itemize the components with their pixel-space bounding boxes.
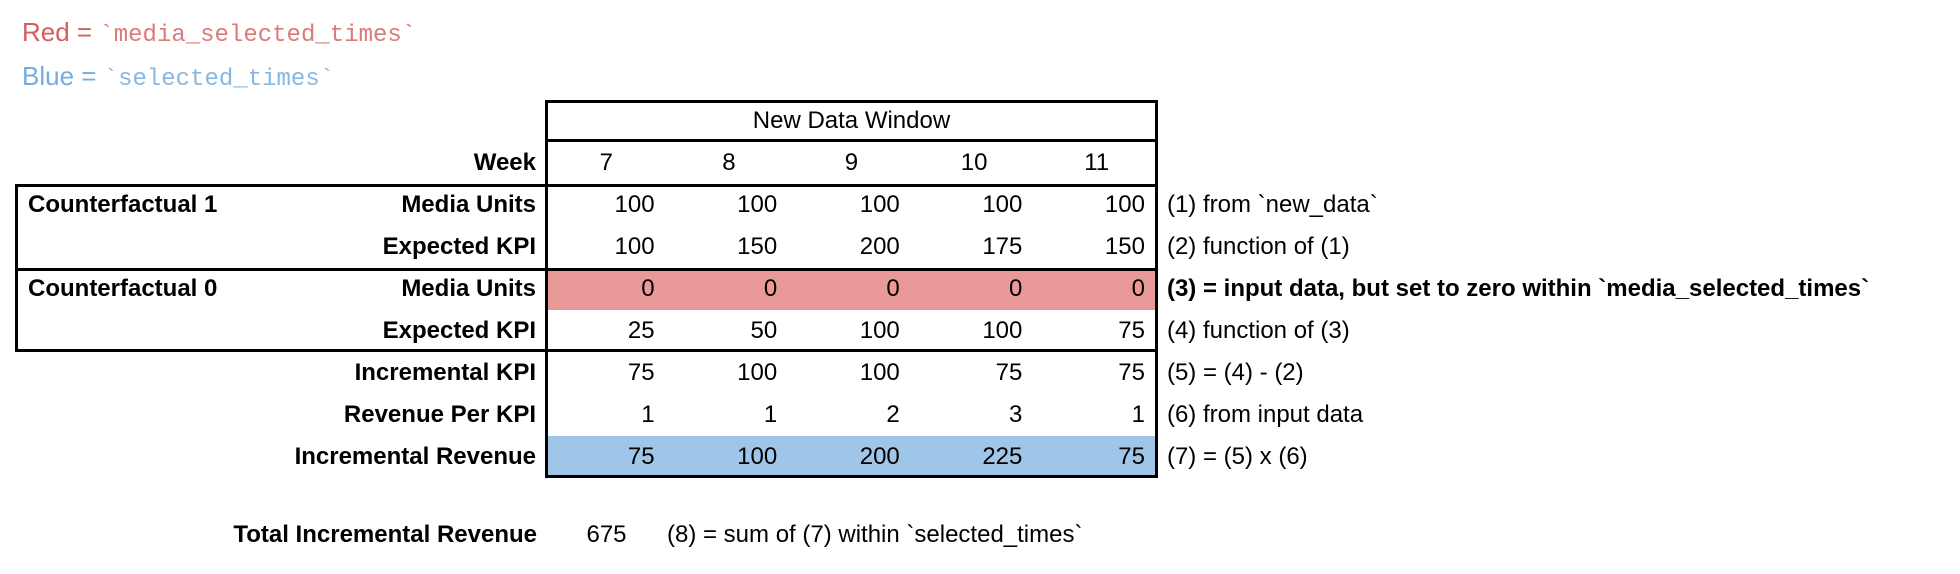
cell: 200 [859,443,900,470]
cell: 150 [737,233,778,260]
cell: 150 [1104,233,1145,260]
cell: 0 [886,275,900,302]
cell: 25 [627,317,655,344]
cell: 100 [614,233,655,260]
legend-blue-label: Blue = [22,61,104,91]
cell: 100 [737,443,778,470]
legend-red-line: Red = `media_selected_times` [22,12,416,56]
cell: 100 [859,191,900,218]
annotation-5: (5) = (4) - (2) [1166,359,1304,386]
cell: 75 [1118,359,1145,386]
cell: 225 [982,443,1023,470]
row-label: Expected KPI [382,317,536,344]
week-8: 8 [722,149,736,176]
cell: 75 [995,359,1023,386]
annotation-8: (8) = sum of (7) within `selected_times` [667,521,1083,548]
row-label: Revenue Per KPI [343,401,536,428]
cell: 75 [627,359,655,386]
cell: 1 [641,401,655,428]
cell: 100 [737,359,778,386]
week-label: Week [473,149,536,176]
cell: 75 [627,443,655,470]
annotation-6: (6) from input data [1166,401,1364,428]
week-10: 10 [960,149,988,176]
cell: 3 [1009,401,1023,428]
annotation-7: (7) = (5) x (6) [1166,443,1308,470]
cell: 175 [982,233,1023,260]
annotation-3: (3) = input data, but set to zero within… [1166,275,1870,302]
week-11: 11 [1084,149,1110,176]
cell: 50 [750,317,778,344]
cell: 1 [763,401,778,428]
cell: 100 [982,317,1023,344]
cell: 0 [1009,275,1023,302]
total-incremental-revenue-label: Total Incremental Revenue [233,521,537,548]
legend-red-code: `media_selected_times` [99,22,417,49]
cell: 2 [886,401,900,428]
counterfactual-table: New Data Window Week 7 8 9 10 11 Counter… [15,100,1869,478]
row-label: Media Units [401,275,536,302]
legend-red-label: Red = [22,17,100,47]
cell: 0 [763,275,778,302]
annotation-1: (1) from `new_data` [1166,191,1378,218]
legend-blue-code: `selected_times` [103,66,335,93]
cell: 75 [1118,317,1145,344]
legend-blue-line: Blue = `selected_times` [22,56,416,100]
legend: Red = `media_selected_times` Blue = `sel… [22,12,416,100]
row-label: Incremental Revenue [294,443,536,470]
row-label: Incremental KPI [354,359,536,386]
week-7: 7 [599,149,613,176]
cell: 100 [614,191,655,218]
cell: 100 [737,191,778,218]
annotation-4: (4) function of (3) [1166,317,1350,344]
week-9: 9 [844,149,859,176]
cell: 100 [982,191,1023,218]
cell: 100 [859,359,900,386]
counterfactual-0-label: Counterfactual 0 [28,275,218,302]
new-data-window-header: New Data Window [752,107,951,134]
annotation-2: (2) function of (1) [1166,233,1350,260]
cell: 0 [1131,275,1145,302]
cell: 75 [1118,443,1145,470]
row-label: Media Units [401,191,536,218]
cell: 100 [859,317,900,344]
cell: 100 [1104,191,1145,218]
row-label: Expected KPI [382,233,536,260]
counterfactual-1-label: Counterfactual 1 [28,191,218,218]
cell: 0 [641,275,655,302]
total-incremental-revenue-value: 675 [586,521,627,548]
cell: 200 [859,233,900,260]
cell: 1 [1131,401,1145,428]
